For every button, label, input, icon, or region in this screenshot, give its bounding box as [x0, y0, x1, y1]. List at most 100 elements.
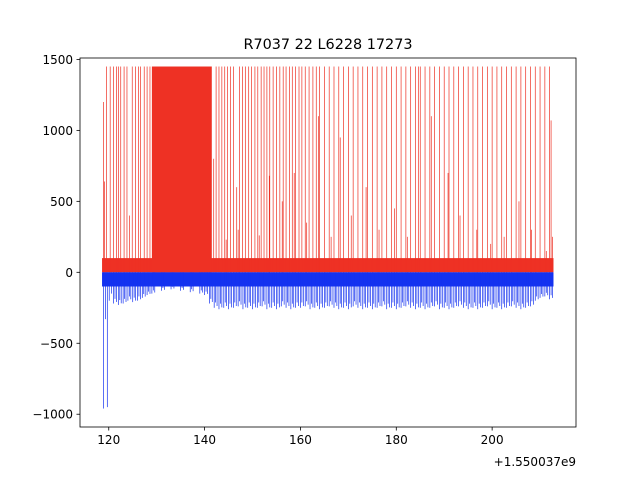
blue-spike	[250, 272, 251, 307]
red-spike	[400, 66, 402, 273]
blue-spike	[384, 272, 386, 305]
blue-spike	[485, 272, 486, 307]
blue-spike	[483, 272, 485, 303]
blue-spike	[378, 272, 379, 303]
red-spike	[394, 208, 395, 273]
red-spike	[339, 137, 341, 273]
blue-spike	[204, 272, 205, 296]
blue-spike	[277, 272, 279, 304]
red-spike	[405, 66, 407, 273]
red-spike	[352, 66, 354, 273]
red-spike	[276, 66, 277, 273]
blue-spike	[282, 272, 284, 302]
x-tick-label: 200	[481, 433, 504, 447]
blue-spike	[141, 272, 143, 298]
blue-spike	[143, 272, 145, 295]
blue-deep-spike	[106, 272, 108, 408]
blue-spike	[138, 272, 140, 297]
blue-spike	[302, 272, 304, 307]
blue-deep-spike	[105, 272, 106, 320]
blue-spike	[205, 272, 207, 292]
blue-spike	[120, 272, 122, 304]
blue-spike	[223, 272, 225, 308]
red-spike	[221, 66, 223, 273]
red-spike	[496, 66, 498, 273]
blue-spike	[398, 272, 400, 308]
blue-spike	[422, 272, 424, 307]
red-spike	[429, 66, 431, 273]
blue-spike	[180, 272, 181, 291]
blue-spike	[453, 272, 455, 308]
blue-spike	[235, 272, 237, 307]
blue-spike	[253, 272, 255, 304]
blue-spike	[349, 272, 351, 304]
blue-spike	[445, 272, 447, 303]
y-tick-label: 500	[50, 195, 73, 209]
blue-spike	[348, 272, 349, 310]
blue-spike	[234, 272, 236, 303]
blue-spike	[304, 272, 306, 307]
blue-spike	[475, 272, 477, 307]
blue-spike	[456, 272, 458, 307]
blue-spike	[279, 272, 280, 308]
blue-spike	[183, 272, 184, 290]
blue-spike	[355, 272, 357, 305]
blue-spike	[319, 272, 320, 310]
blue-spike	[550, 272, 552, 296]
blue-spike	[199, 272, 201, 294]
blue-spike	[430, 272, 432, 303]
blue-spike	[264, 272, 266, 305]
red-spike	[463, 66, 464, 273]
blue-spike	[144, 272, 146, 297]
blue-spike	[434, 272, 435, 307]
red-spike	[306, 222, 308, 273]
blue-spike	[322, 272, 323, 308]
blue-spike	[233, 272, 234, 308]
blue-spike	[298, 272, 299, 307]
blue-spike	[239, 272, 240, 302]
red-spike	[149, 66, 151, 273]
blue-spike	[458, 272, 459, 307]
blue-spike	[530, 272, 531, 307]
blue-spike	[245, 272, 247, 308]
red-spike	[453, 66, 455, 273]
blue-spike	[320, 272, 322, 304]
blue-spike	[441, 272, 443, 308]
red-series	[102, 66, 554, 273]
blue-spike	[202, 272, 204, 293]
red-spike	[477, 66, 479, 273]
red-spike	[410, 66, 412, 273]
red-spike	[376, 66, 378, 273]
blue-spike	[338, 272, 340, 310]
blue-spike	[291, 272, 293, 304]
red-spike	[490, 243, 492, 273]
red-spike	[215, 66, 217, 273]
blue-spike	[287, 272, 288, 303]
blue-spike	[333, 272, 335, 308]
x-axis: 120 140 160 180 200	[97, 427, 504, 447]
blue-spike	[536, 272, 538, 297]
blue-spike	[137, 272, 138, 301]
red-spike	[458, 66, 459, 273]
blue-spike	[470, 272, 472, 308]
blue-spike	[415, 272, 416, 310]
red-spike	[126, 66, 128, 273]
blue-spike	[486, 272, 488, 307]
blue-spike	[280, 272, 282, 307]
blue-spike	[335, 272, 336, 303]
red-spike	[244, 66, 246, 273]
blue-spike	[391, 272, 392, 308]
blue-spike	[140, 272, 141, 300]
blue-deep-spike	[108, 272, 110, 301]
blue-spike	[312, 272, 314, 308]
blue-spike	[552, 272, 553, 298]
red-spike	[315, 66, 317, 273]
red-spike	[472, 66, 474, 273]
blue-spike	[406, 272, 408, 302]
blue-spike	[119, 272, 121, 301]
blue-spike	[512, 272, 514, 302]
red-spike	[544, 66, 546, 273]
red-spike	[260, 66, 262, 273]
blue-spike	[295, 272, 297, 308]
blue-spike	[446, 272, 448, 307]
